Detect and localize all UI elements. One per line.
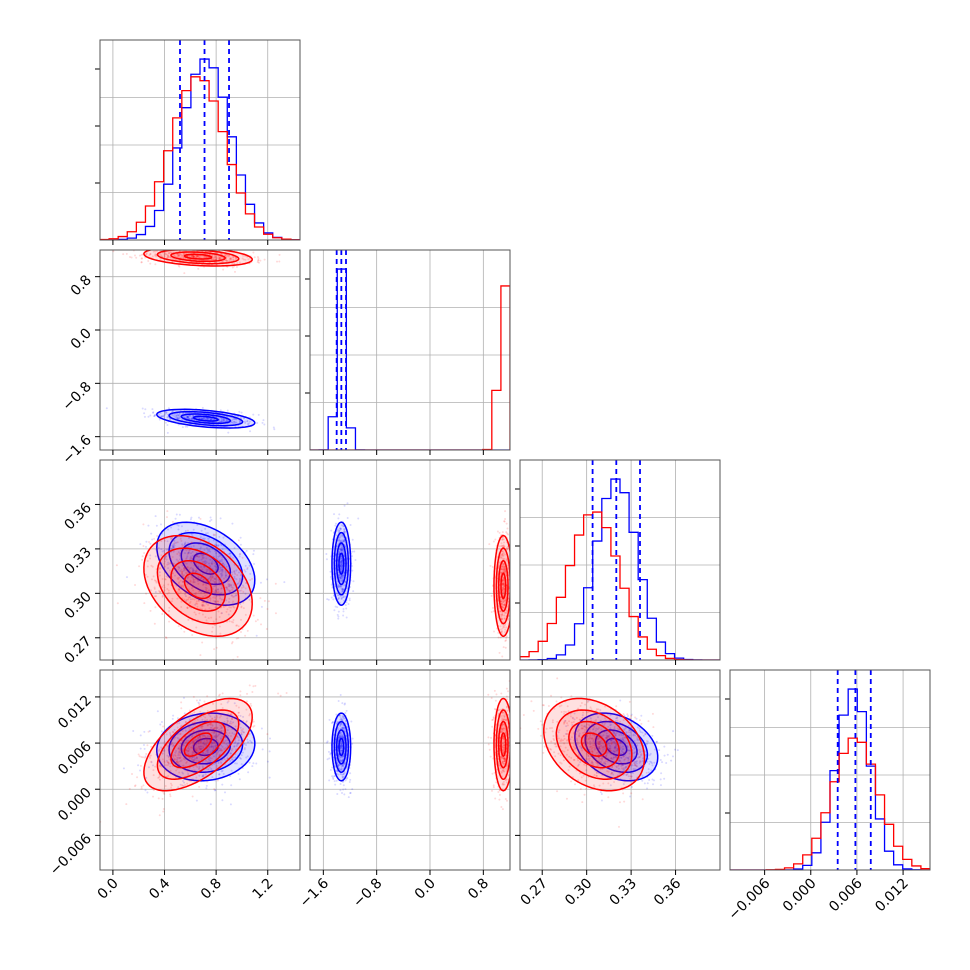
panel-3-0: 0.0 0.4 0.8 1.2 −0.006 0.000 0.006 0.012 [47, 669, 301, 903]
contour-1-3-0-0 [183, 732, 213, 757]
ytick-label-3-0: −0.006 [47, 831, 95, 879]
xtick-label-2-2: 0.33 [607, 876, 640, 909]
contour-1-1-0-3 [143, 250, 253, 267]
contour-0-1-0-2 [168, 410, 244, 427]
contour-0-1-0-3 [156, 408, 256, 429]
contour-1-3-0-2 [156, 709, 240, 780]
hist-1-2 [520, 511, 720, 660]
xtick-label-0-1: 0.4 [146, 875, 173, 902]
ytick-label-2-2: 0.33 [61, 544, 94, 577]
contour-1-3-2-2 [555, 709, 633, 780]
panel-2-1 [305, 459, 511, 665]
ytick-label-1-1: −0.8 [59, 379, 94, 414]
xtick-label-0-0: 0.0 [95, 876, 122, 903]
contour-1-2-1-2 [495, 547, 510, 625]
xtick-label-3-2: 0.006 [826, 875, 866, 915]
ytick-label-3-2: 0.006 [55, 739, 95, 779]
contour-0-2-1-1 [335, 542, 347, 586]
xtick-label-1-2: 0.0 [412, 876, 439, 903]
hist-0-0 [100, 58, 300, 240]
xtick-label-3-3: 0.012 [872, 876, 912, 916]
panel-3-2: 0.27 0.30 0.33 0.36 [515, 669, 721, 909]
ytick-label-3-3: 0.012 [55, 692, 95, 732]
contour-0-1-0-0 [192, 415, 219, 422]
hist-0-3 [730, 688, 930, 870]
ytick-label-2-0: 0.27 [61, 633, 94, 666]
panel-frame-3-1 [309, 669, 511, 871]
hist-1-3 [730, 737, 930, 870]
panel-frame-1-1 [309, 249, 511, 451]
panel-frame-0-0 [99, 39, 301, 241]
contour-1-3-0-3 [143, 697, 253, 792]
contour-0-2-0-0 [192, 552, 219, 575]
contour-1-2-0-3 [143, 534, 253, 638]
xtick-label-1-0: −1.6 [297, 875, 332, 910]
panel-frame-2-1 [309, 459, 511, 661]
ytick-label-1-3: 0.8 [68, 272, 95, 299]
contour-1-2-0-0 [183, 572, 213, 600]
contour-0-3-2-0 [605, 737, 628, 757]
contour-1-1-0-0 [183, 253, 213, 260]
contour-1-3-1-2 [495, 709, 510, 780]
panel-frame-3-2 [519, 669, 721, 871]
contour-1-1-0-2 [156, 250, 240, 265]
contour-0-3-1-0 [338, 737, 345, 757]
contour-0-2-1-3 [331, 521, 352, 606]
panel-3-3: −0.006 0.000 0.006 0.012 [725, 669, 931, 923]
ytick-label-1-0: −1.6 [59, 432, 94, 467]
contour-0-3-0-3 [156, 712, 256, 782]
contour-0-3-1-3 [331, 712, 352, 782]
xtick-label-0-2: 0.8 [198, 876, 225, 903]
contour-1-3-2-1 [568, 720, 620, 769]
contour-0-3-1-1 [335, 729, 347, 765]
panel-frame-2-2 [519, 459, 721, 661]
hist-1-0 [100, 76, 300, 240]
panel-frame-1-0 [99, 249, 301, 451]
contour-1-2-0-2 [156, 547, 240, 625]
contour-0-3-1-2 [333, 720, 350, 774]
contour-1-2-1-0 [500, 572, 507, 600]
hist-1-1 [310, 285, 510, 450]
xtick-label-0-3: 1.2 [250, 876, 277, 903]
contour-1-3-1-1 [497, 720, 509, 769]
contour-1-3-1-0 [500, 732, 507, 758]
hist-0-1 [310, 268, 510, 450]
panel-1-0: −1.6 −0.8 0.0 0.8 [59, 249, 301, 468]
panel-0-0 [95, 39, 301, 245]
panel-frame-2-0 [99, 459, 301, 661]
ytick-label-3-1: 0.000 [55, 785, 95, 825]
contour-0-2-0-3 [156, 521, 256, 606]
contour-1-3-1-3 [493, 697, 510, 792]
panel-2-2 [515, 459, 721, 665]
xtick-label-3-0: −0.006 [725, 875, 773, 923]
contour-1-3-0-1 [170, 720, 226, 769]
ytick-label-2-1: 0.30 [61, 589, 94, 622]
xtick-label-2-3: 0.36 [651, 875, 684, 908]
ytick-label-1-2: 0.0 [68, 326, 95, 353]
xtick-label-1-3: 0.8 [465, 876, 492, 903]
xtick-label-1-1: −0.8 [350, 876, 385, 911]
panel-frame-3-3 [729, 669, 931, 871]
scatter-1-3-2 [520, 677, 655, 828]
xtick-label-2-1: 0.30 [562, 876, 595, 909]
panel-frame-3-0 [99, 669, 301, 871]
contour-1-1-0-1 [170, 251, 226, 263]
contour-1-2-1-3 [493, 534, 510, 638]
panel-3-1: −1.6 −0.8 0.0 0.8 [297, 669, 511, 911]
xtick-label-2-0: 0.27 [518, 876, 551, 909]
contour-0-2-1-0 [338, 552, 345, 575]
ytick-label-2-3: 0.36 [61, 500, 94, 533]
panel-1-1 [305, 249, 511, 455]
contour-0-1-0-1 [180, 413, 232, 425]
contour-1-2-1-1 [497, 559, 509, 612]
contour-1-3-2-3 [543, 697, 646, 792]
contour-1-3-2-0 [580, 732, 608, 757]
panel-2-0: 0.27 0.30 0.33 0.36 [61, 459, 301, 667]
xtick-label-3-1: 0.000 [780, 876, 820, 916]
contour-0-2-1-2 [333, 531, 350, 596]
contour-1-2-0-1 [170, 559, 226, 612]
